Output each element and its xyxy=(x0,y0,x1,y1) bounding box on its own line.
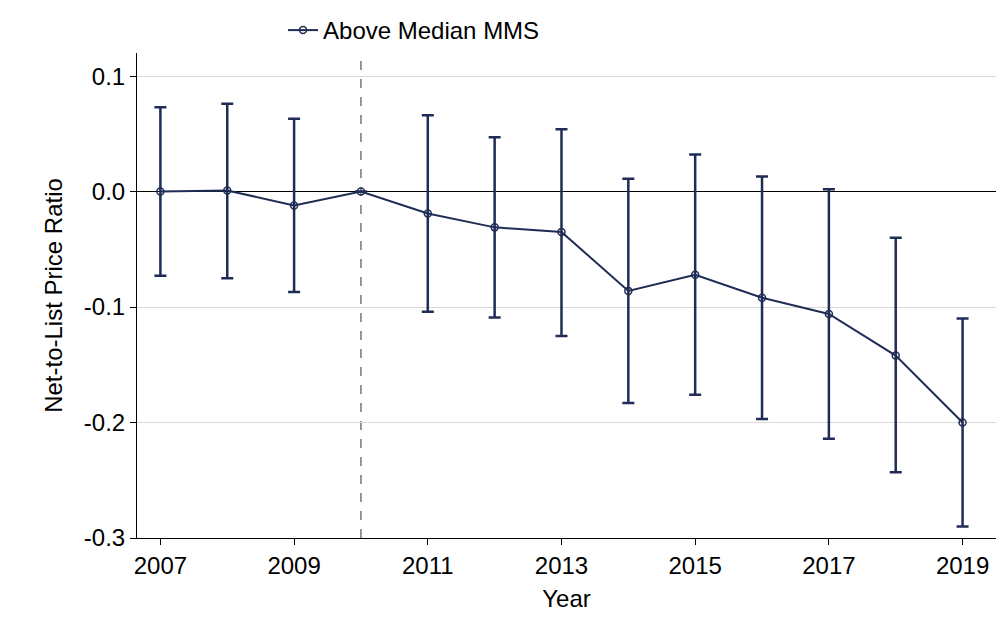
svg-text:Year: Year xyxy=(542,585,591,612)
svg-text:2007: 2007 xyxy=(134,552,187,579)
svg-text:-0.3: -0.3 xyxy=(84,524,125,551)
svg-text:2009: 2009 xyxy=(267,552,320,579)
svg-text:2015: 2015 xyxy=(668,552,721,579)
svg-text:2017: 2017 xyxy=(802,552,855,579)
svg-text:Net-to-List Price Ratio: Net-to-List Price Ratio xyxy=(40,178,67,413)
svg-text:2019: 2019 xyxy=(936,552,989,579)
svg-text:2011: 2011 xyxy=(402,552,454,579)
svg-text:-0.1: -0.1 xyxy=(84,293,125,320)
svg-text:2013: 2013 xyxy=(535,552,588,579)
svg-text:0.1: 0.1 xyxy=(92,63,125,90)
svg-text:0.0: 0.0 xyxy=(92,178,125,205)
svg-text:-0.2: -0.2 xyxy=(84,409,125,436)
svg-text:Above Median MMS: Above Median MMS xyxy=(323,17,539,44)
